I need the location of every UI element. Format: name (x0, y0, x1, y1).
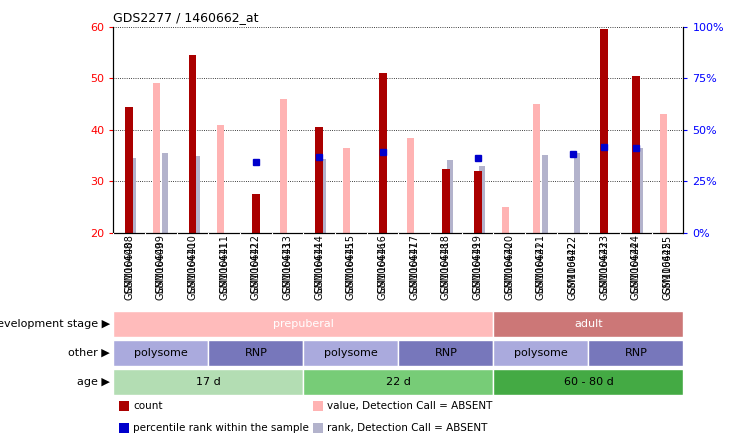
Bar (252, 194, 260, 233)
Text: 22 d: 22 d (386, 377, 411, 387)
Bar (313, 423, 323, 433)
Text: GSM106423: GSM106423 (599, 242, 610, 300)
Text: value, Detection Call = ABSENT: value, Detection Call = ABSENT (327, 401, 493, 411)
Bar (493, 311, 683, 337)
Text: GSM106418: GSM106418 (441, 242, 451, 300)
Text: percentile rank within the sample: percentile rank within the sample (133, 423, 309, 433)
Bar (320, 159, 327, 233)
Bar (406, 138, 414, 233)
Text: RNP: RNP (434, 348, 458, 358)
Bar (501, 207, 509, 233)
Text: count: count (133, 401, 163, 411)
Text: GSM106410: GSM106410 (187, 242, 197, 300)
Bar (303, 369, 493, 395)
Text: RNP: RNP (624, 348, 648, 358)
Bar (113, 311, 493, 337)
Bar (588, 340, 683, 366)
Text: prepuberal: prepuberal (273, 319, 334, 329)
Bar (130, 158, 137, 233)
Bar (660, 115, 667, 233)
Text: GSM106411: GSM106411 (219, 242, 230, 300)
Text: GSM106422: GSM106422 (567, 241, 577, 301)
Text: GSM106424: GSM106424 (631, 242, 641, 300)
Text: 17 d: 17 d (196, 377, 221, 387)
Bar (479, 166, 485, 233)
Text: development stage ▶: development stage ▶ (0, 319, 110, 329)
Bar (632, 75, 640, 233)
Bar (398, 340, 493, 366)
Bar (119, 423, 129, 433)
Bar (113, 369, 303, 395)
Text: GSM106416: GSM106416 (377, 242, 387, 300)
Bar (189, 55, 197, 233)
Bar (493, 369, 683, 395)
Text: GSM106417: GSM106417 (409, 242, 420, 300)
Bar (162, 153, 168, 233)
Bar (574, 153, 580, 233)
Text: GSM106409: GSM106409 (156, 242, 166, 300)
Bar (344, 148, 350, 233)
Text: GSM106425: GSM106425 (662, 241, 673, 301)
Bar (280, 99, 287, 233)
Text: GDS2277 / 1460662_at: GDS2277 / 1460662_at (113, 11, 259, 24)
Bar (447, 160, 453, 233)
Text: polysome: polysome (514, 348, 568, 358)
Bar (442, 169, 450, 233)
Bar (474, 171, 482, 233)
Text: rank, Detection Call = ABSENT: rank, Detection Call = ABSENT (327, 423, 488, 433)
Text: age ▶: age ▶ (77, 377, 110, 387)
Bar (194, 156, 200, 233)
Text: polysome: polysome (134, 348, 188, 358)
Text: polysome: polysome (324, 348, 378, 358)
Text: GSM106420: GSM106420 (504, 242, 515, 300)
Bar (154, 83, 160, 233)
Text: adult: adult (574, 319, 603, 329)
Text: GSM106413: GSM106413 (282, 242, 292, 300)
Text: GSM106408: GSM106408 (124, 242, 135, 300)
Bar (534, 104, 540, 233)
Bar (208, 340, 303, 366)
Bar (216, 125, 224, 233)
Bar (600, 29, 608, 233)
Bar (303, 340, 398, 366)
Bar (379, 73, 387, 233)
Text: other ▶: other ▶ (68, 348, 110, 358)
Text: GSM106414: GSM106414 (314, 242, 325, 300)
Bar (637, 148, 643, 233)
Bar (113, 340, 208, 366)
Text: RNP: RNP (244, 348, 268, 358)
Text: GSM106412: GSM106412 (251, 242, 261, 300)
Text: 60 - 80 d: 60 - 80 d (564, 377, 613, 387)
Bar (493, 340, 588, 366)
Text: GSM106415: GSM106415 (346, 242, 356, 300)
Bar (542, 155, 548, 233)
Text: GSM106419: GSM106419 (472, 242, 482, 300)
Bar (119, 401, 129, 411)
Bar (313, 401, 323, 411)
Bar (315, 127, 323, 233)
Bar (125, 107, 133, 233)
Text: GSM106421: GSM106421 (536, 242, 546, 300)
